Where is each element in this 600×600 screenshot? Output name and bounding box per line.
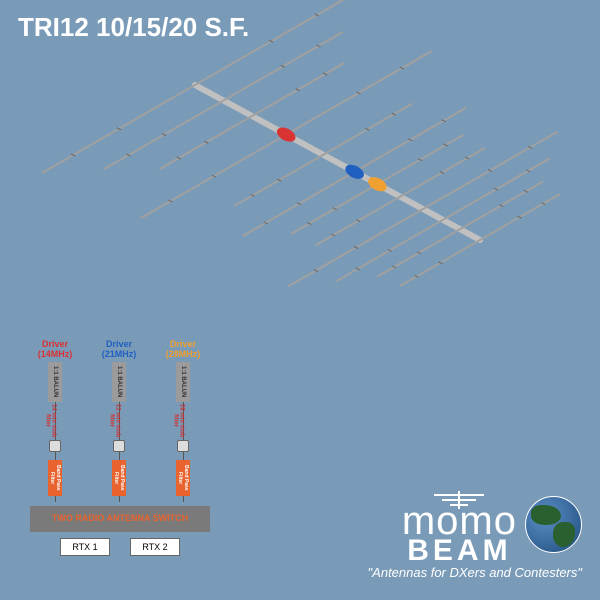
driver-label: Driver(28MHz) xyxy=(166,340,201,360)
stub-filter-label: 28 mts stub filter xyxy=(173,402,185,440)
connector-icon xyxy=(177,440,189,452)
logo-text-2: BEAM xyxy=(407,538,511,564)
band-pass-filter: Band Pass Filter xyxy=(48,460,62,496)
schematic-diagram: Driver(14MHz) 1:1 BALUN 14 mts stub filt… xyxy=(30,340,250,556)
driver-column: Driver(14MHz) 1:1 BALUN 14 mts stub filt… xyxy=(30,340,80,502)
antenna-switch-box: TWO RADIO ANTENNA SWITCH xyxy=(30,506,210,532)
connector-icon xyxy=(113,440,125,452)
rtx-box: RTX 2 xyxy=(130,538,180,556)
band-pass-filter: Band Pass Filter xyxy=(176,460,190,496)
stub-filter-label: 14 mts stub filter xyxy=(45,402,57,440)
logo-text-1: momo xyxy=(402,504,517,538)
connector-icon xyxy=(49,440,61,452)
balun-box: 1:1 BALUN xyxy=(48,362,62,402)
logo-tagline: "Antennas for DXers and Contesters" xyxy=(368,565,582,580)
balun-box: 1:1 BALUN xyxy=(112,362,126,402)
driver-column: Driver(21MHz) 1:1 BALUN 21 mts stub filt… xyxy=(94,340,144,502)
driver-column: Driver(28MHz) 1:1 BALUN 28 mts stub filt… xyxy=(158,340,208,502)
driver-label: Driver(21MHz) xyxy=(102,340,137,360)
balun-box: 1:1 BALUN xyxy=(176,362,190,402)
stub-filter-label: 21 mts stub filter xyxy=(109,402,121,440)
rtx-box: RTX 1 xyxy=(60,538,110,556)
brand-logo: momo BEAM "Antennas for DXers and Contes… xyxy=(368,487,582,581)
band-pass-filter: Band Pass Filter xyxy=(112,460,126,496)
driver-label: Driver(14MHz) xyxy=(38,340,73,360)
antenna-diagram xyxy=(0,0,600,360)
globe-icon xyxy=(525,496,582,553)
